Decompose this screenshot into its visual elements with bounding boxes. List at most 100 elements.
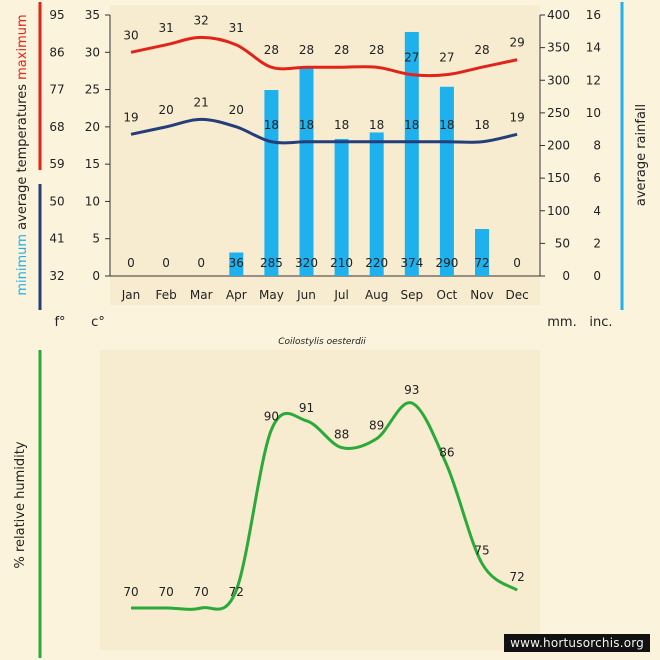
inch-tick: 10 [586,106,601,120]
rainfall-bar [229,252,244,276]
maximum-value-label: 28 [264,43,279,57]
minimum-value-label: 20 [229,103,244,117]
maximum-value-label: 32 [194,13,209,27]
celsius-tick: 15 [85,157,100,171]
inch-tick: 4 [593,204,601,218]
rainfall-value-label: 210 [330,256,353,270]
month-label: Jun [296,288,316,302]
minimum-value-label: 19 [509,110,524,124]
inch-tick: 14 [586,41,601,55]
humidity-value-label: 86 [439,445,454,459]
month-label: Mar [190,288,213,302]
minimum-value-label: 18 [264,118,279,132]
rainfall-value-label: 0 [162,256,170,270]
month-label: Jan [121,288,141,302]
maximum-value-label: 28 [474,43,489,57]
celsius-tick: 30 [85,45,100,59]
maximum-value-label: 31 [229,21,244,35]
fahrenheit-tick: 50 [49,194,64,208]
month-label: May [259,288,284,302]
celsius-tick: 0 [92,269,100,283]
inch-tick: 2 [593,236,601,250]
humidity-value-label: 70 [194,585,209,599]
rainfall-bar [334,138,349,276]
month-label: Apr [226,288,247,302]
inch-tick: 16 [586,8,601,22]
humidity-value-label: 72 [509,570,524,584]
rainfall-value-label: 0 [127,256,135,270]
maximum-value-label: 27 [404,51,419,65]
maximum-value-label: 28 [334,43,349,57]
month-label: Aug [365,288,388,302]
rainfall-value-label: 0 [197,256,205,270]
rainfall-bar [264,90,279,276]
celsius-tick: 10 [85,194,100,208]
maximum-value-label: 29 [509,36,524,50]
inch-tick: 8 [593,139,601,153]
rainfall-bar [439,86,454,277]
fahrenheit-tick: 32 [49,269,64,283]
mm-tick: 250 [547,106,570,120]
watermark: www.hortusorchis.org [504,634,650,652]
rainfall-value-label: 220 [365,256,388,270]
inch-tick: 6 [593,171,601,185]
mm-tick: 200 [547,139,570,153]
rainfall-bar [404,31,419,277]
maximum-value-label: 28 [299,43,314,57]
rainfall-value-label: 72 [474,256,489,270]
rainfall-value-label: 374 [400,256,423,270]
celsius-tick: 5 [92,232,100,246]
fahrenheit-tick: 86 [49,45,64,59]
inch-tick: 0 [593,269,601,283]
mm-tick: 300 [547,73,570,87]
maximum-temperature-line [130,35,518,78]
humidity-line [130,401,519,611]
fahrenheit-tick: 59 [49,157,64,171]
mm-tick: 400 [547,8,570,22]
temperature-axis-label-part: minimum [15,230,30,296]
minimum-value-label: 18 [439,118,454,132]
unit-fahrenheit: f° [54,315,65,330]
fahrenheit-tick: 68 [49,120,64,134]
month-label: Oct [437,288,458,302]
humidity-value-label: 75 [474,543,489,557]
top-plot-background [110,5,540,305]
fahrenheit-tick: 77 [49,83,64,97]
month-label: Nov [470,288,493,302]
humidity-value-label: 70 [158,585,173,599]
minimum-temperature-line [130,117,518,145]
humidity-value-label: 90 [264,410,279,424]
mm-tick: 350 [547,41,570,55]
rainfall-bar [299,67,314,276]
temperature-axis-label-part: maximum [15,14,30,80]
inch-tick: 12 [586,73,601,87]
maximum-value-label: 30 [123,28,138,42]
minimum-value-label: 20 [158,103,173,117]
humidity-value-label: 70 [123,585,138,599]
humidity-value-label: 91 [299,401,314,415]
maximum-value-label: 31 [158,21,173,35]
temperature-axis-label-part: average temperatures [15,80,30,230]
humidity-axis-label: % relative humidity [13,441,28,568]
month-label: Sep [400,288,423,302]
unit-celsius: c° [91,315,105,330]
minimum-value-label: 19 [123,110,138,124]
fahrenheit-tick: 41 [49,232,64,246]
celsius-tick: 35 [85,8,100,22]
maximum-value-label: 27 [439,51,454,65]
month-label: Feb [155,288,176,302]
rainfall-bar [475,229,489,276]
minimum-value-label: 18 [334,118,349,132]
species-name: Coilostylis oesterdii [278,337,366,347]
minimum-value-label: 18 [404,118,419,132]
month-label: Dec [505,288,528,302]
minimum-value-label: 18 [299,118,314,132]
minimum-value-label: 18 [474,118,489,132]
rainfall-value-label: 0 [513,256,521,270]
temperature-axis-label: minimum average temperatures maximum [15,14,30,295]
humidity-value-label: 88 [334,428,349,442]
unit-inch: inc. [589,315,612,330]
rainfall-axis-label: average rainfall [634,104,649,206]
celsius-tick: 20 [85,120,100,134]
